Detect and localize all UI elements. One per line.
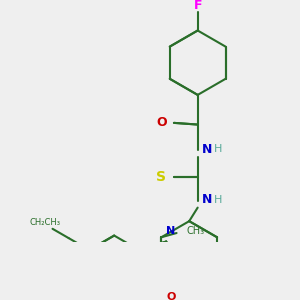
- Text: H: H: [214, 144, 222, 154]
- Text: CH₂CH₃: CH₂CH₃: [30, 218, 61, 227]
- Text: N: N: [202, 142, 212, 156]
- Text: N: N: [166, 226, 175, 236]
- Text: N: N: [202, 194, 212, 206]
- Text: O: O: [157, 116, 167, 128]
- Text: H: H: [214, 195, 222, 205]
- Text: S: S: [156, 170, 166, 184]
- Text: F: F: [194, 0, 202, 12]
- Text: CH₃: CH₃: [187, 226, 205, 236]
- Text: O: O: [167, 292, 176, 300]
